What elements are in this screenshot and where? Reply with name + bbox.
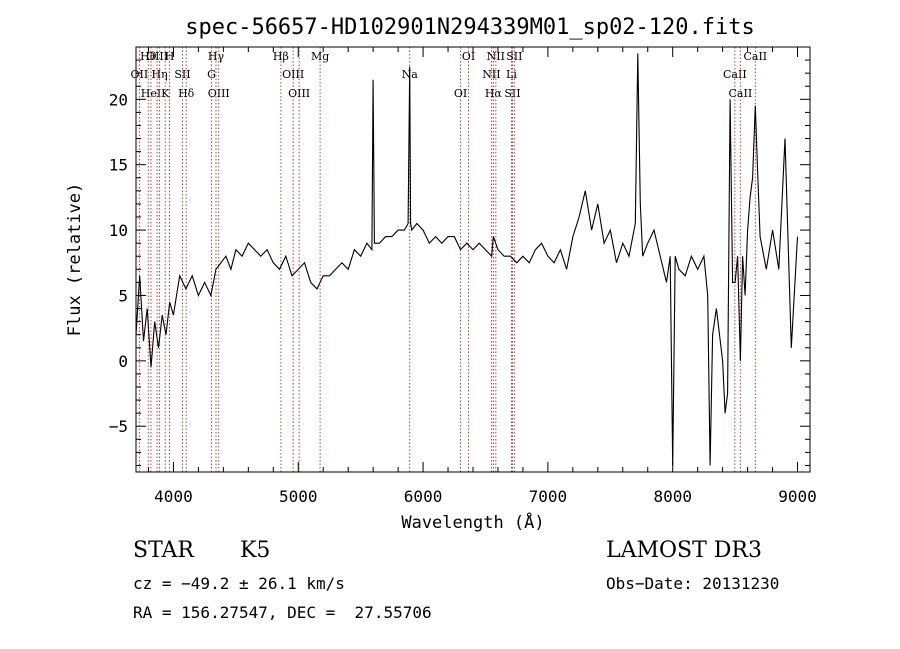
x-tick-label: 6000 xyxy=(404,487,443,506)
line-label: Hθ xyxy=(140,50,157,63)
survey-name: LAMOST DR3 xyxy=(606,538,762,563)
x-tick-label: 9000 xyxy=(778,487,817,506)
x-tick-label: 7000 xyxy=(529,487,568,506)
line-label: OIII xyxy=(146,50,168,63)
line-label: H xyxy=(165,50,175,63)
line-label: HeI xyxy=(141,87,161,100)
x-tick-label: 8000 xyxy=(653,487,692,506)
line-label: CaII xyxy=(729,87,753,100)
line-label: SII xyxy=(506,50,522,63)
redshift-velocity: cz = −49.2 ± 26.1 km/s xyxy=(133,574,345,593)
line-label: Hα xyxy=(485,87,503,100)
object-subclass: K5 xyxy=(240,538,271,563)
line-label: Hη xyxy=(151,68,167,81)
chart-title: spec-56657-HD102901N294339M01_sp02-120.f… xyxy=(185,15,755,40)
y-tick-label: 15 xyxy=(109,156,128,175)
line-label: OI xyxy=(462,50,475,63)
line-label: NII xyxy=(487,50,505,63)
line-label: CaII xyxy=(743,50,767,63)
y-tick-label: 20 xyxy=(109,90,128,109)
line-label: OI xyxy=(454,87,467,100)
y-tick-label: 0 xyxy=(118,352,128,371)
line-label: OIII xyxy=(288,87,310,100)
object-class: STAR xyxy=(133,538,194,563)
line-label: G xyxy=(207,68,216,81)
line-label: OII xyxy=(131,68,149,81)
line-label: Mg xyxy=(311,50,329,63)
x-tick-label: 4000 xyxy=(154,487,193,506)
line-label: Hβ xyxy=(273,50,289,63)
line-label: Hδ xyxy=(178,87,195,100)
line-label: NII xyxy=(482,68,500,81)
line-label: Hγ xyxy=(208,50,225,63)
y-tick-label: 10 xyxy=(109,221,128,240)
line-label: SII xyxy=(174,68,190,81)
coordinates: RA = 156.27547, DEC = 27.55706 xyxy=(133,603,432,622)
x-axis-label: Wavelength (Å) xyxy=(401,511,544,533)
line-label: K xyxy=(161,87,170,100)
line-label: SII xyxy=(504,87,520,100)
observation-date: Obs−Date: 20131230 xyxy=(606,574,780,593)
line-label: OIII xyxy=(208,87,230,100)
y-axis-label: Flux (relative) xyxy=(65,183,85,337)
y-tick-label: 5 xyxy=(118,286,128,305)
spectrum-series-flux xyxy=(135,53,799,466)
line-label: OIII xyxy=(282,68,304,81)
line-label: CaII xyxy=(723,68,747,81)
line-label: Li xyxy=(506,68,517,81)
x-tick-label: 5000 xyxy=(279,487,318,506)
y-tick-label: −5 xyxy=(109,417,128,436)
